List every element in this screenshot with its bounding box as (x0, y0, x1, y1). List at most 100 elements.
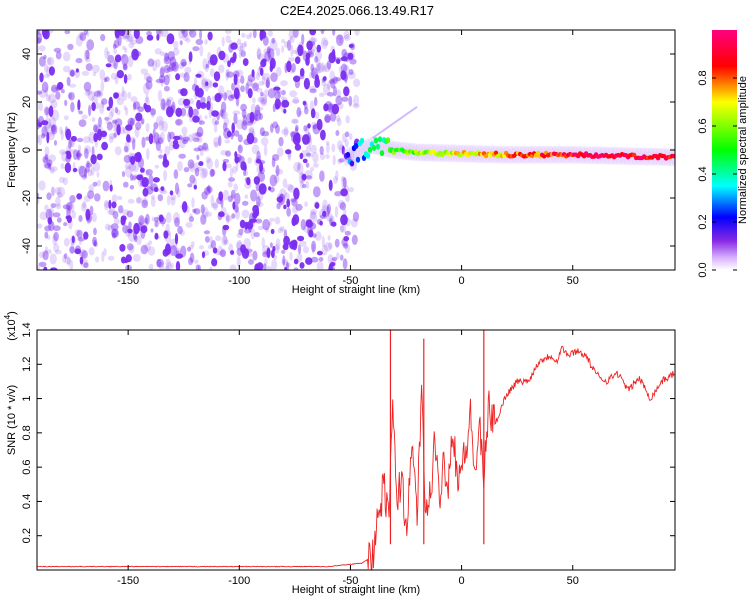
noise-blob (239, 42, 244, 51)
noise-blob (175, 253, 184, 259)
noise-blob (189, 30, 197, 38)
noise-blob (214, 120, 220, 125)
noise-blob (185, 38, 191, 43)
noise-blob (334, 77, 342, 82)
noise-blob (219, 249, 227, 258)
noise-blob (127, 34, 135, 42)
noise-blob (81, 250, 88, 259)
noise-blob (112, 210, 119, 219)
noise-blob (68, 93, 73, 99)
noise-blob (44, 162, 52, 169)
noise-blob (185, 222, 193, 228)
noise-blob (89, 205, 94, 216)
noise-blob (218, 50, 226, 61)
signal-point (385, 137, 391, 144)
noise-blob (324, 101, 333, 111)
noise-blob (335, 34, 344, 40)
noise-blob (167, 51, 175, 61)
noise-blob (271, 37, 276, 44)
noise-blob (280, 80, 288, 87)
noise-blob (191, 132, 195, 139)
noise-blob (60, 129, 64, 141)
noise-blob (312, 186, 321, 198)
noise-blob (114, 118, 123, 127)
noise-blob (264, 258, 268, 267)
noise-blob (281, 45, 285, 53)
noise-blob (181, 126, 188, 136)
noise-blob (83, 231, 89, 240)
noise-blob (190, 241, 195, 247)
noise-blob (70, 235, 76, 246)
noise-blob (38, 180, 46, 191)
noise-blob (187, 134, 194, 143)
noise-blob (342, 258, 348, 270)
noise-blob (328, 242, 333, 250)
noise-blob (231, 94, 239, 100)
noise-blob (200, 214, 207, 225)
noise-blob (334, 205, 339, 218)
noise-blob (68, 69, 76, 77)
noise-blob (340, 214, 348, 226)
noise-blob (150, 108, 155, 118)
noise-blob (175, 73, 181, 81)
noise-blob (52, 212, 61, 218)
noise-blob (78, 119, 87, 127)
noise-blob (259, 67, 264, 76)
noise-blob (233, 70, 240, 79)
noise-blob (252, 82, 259, 92)
noise-blob (258, 80, 264, 86)
noise-blob (80, 258, 89, 268)
noise-blob (208, 107, 212, 119)
noise-blob (343, 86, 350, 97)
noise-blob (231, 122, 235, 134)
noise-blob (168, 62, 177, 71)
noise-blob (106, 50, 111, 57)
noise-blob (127, 228, 133, 234)
noise-blob (91, 94, 99, 104)
noise-blob (283, 41, 289, 48)
noise-blob (240, 85, 245, 93)
noise-blob (227, 195, 233, 203)
noise-blob (192, 108, 199, 117)
noise-blob (310, 166, 314, 172)
noise-blob (256, 156, 260, 164)
noise-blob (179, 229, 185, 236)
noise-blob (348, 187, 354, 193)
noise-blob (46, 66, 51, 77)
noise-blob (49, 167, 55, 174)
noise-blob (316, 63, 322, 74)
noise-blob (339, 225, 345, 233)
noise-blob (116, 98, 124, 106)
noise-blob (241, 42, 247, 48)
noise-blob (225, 89, 233, 99)
noise-blob (193, 208, 201, 215)
noise-blob (132, 253, 141, 262)
noise-blob (70, 135, 77, 142)
noise-blob (62, 204, 71, 210)
noise-blob (225, 35, 231, 44)
noise-blob (303, 245, 309, 254)
noise-blob (137, 221, 143, 231)
noise-blob (97, 90, 101, 95)
colorbar-tick-label: 0.4 (697, 166, 709, 181)
noise-blob (50, 124, 57, 133)
noise-blob (69, 195, 76, 204)
noise-blob (304, 201, 308, 207)
noise-blob (125, 165, 133, 178)
noise-blob (192, 115, 200, 123)
noise-blob (42, 30, 50, 34)
noise-blob (143, 220, 149, 228)
noise-blob (107, 209, 115, 215)
noise-blob (250, 189, 258, 202)
noise-blob (297, 41, 305, 53)
noise-blob (290, 198, 297, 203)
noise-blob (84, 195, 91, 203)
noise-blob (336, 115, 341, 122)
noise-blob (297, 244, 302, 255)
noise-blob (247, 79, 253, 87)
noise-blob (279, 188, 287, 199)
noise-blob (193, 184, 197, 190)
noise-blob (196, 126, 204, 138)
noise-blob (256, 106, 264, 111)
noise-blob (84, 148, 89, 159)
